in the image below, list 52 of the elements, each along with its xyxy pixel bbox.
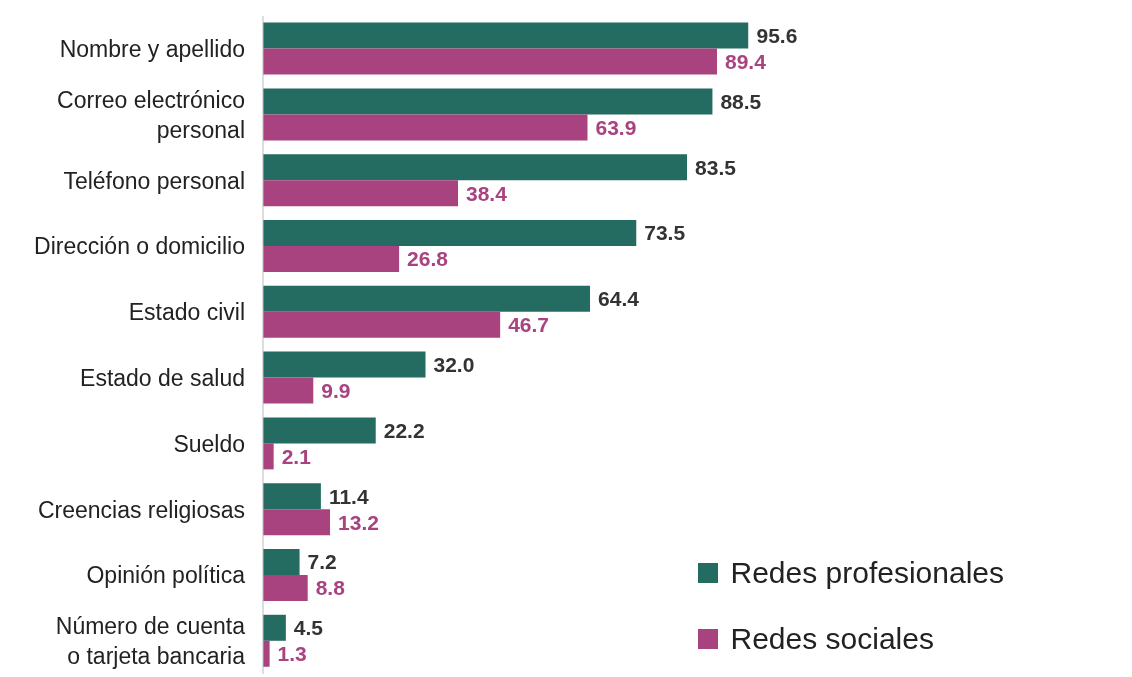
y-tick-label: Creencias religiosas (37, 496, 245, 523)
data-label: 13.2 (338, 510, 379, 534)
bar (263, 114, 588, 141)
data-label: 11.4 (328, 484, 369, 508)
bar (263, 417, 376, 444)
data-label: 95.6 (756, 24, 798, 48)
y-tick-label: Número de cuenta o tarjeta bancaria (55, 613, 246, 670)
bar (263, 509, 331, 536)
data-label: 7.2 (307, 550, 337, 574)
legend-label: Redes profesionales (730, 556, 1004, 590)
bar (263, 88, 713, 115)
data-label: 73.5 (644, 221, 686, 245)
bar (263, 351, 426, 378)
bar (263, 640, 270, 667)
bar (263, 22, 749, 49)
bar (263, 285, 591, 312)
legend-label: Redes sociales (730, 622, 934, 656)
data-label: 22.2 (383, 418, 425, 442)
y-tick-label: Dirección o domicilio (34, 233, 245, 260)
bar (263, 245, 400, 272)
bar (263, 311, 501, 338)
data-label: 32.0 (433, 353, 475, 377)
data-label: 88.5 (720, 89, 762, 113)
y-tick-label: Opinión política (86, 562, 246, 589)
bar (263, 548, 300, 575)
data-label: 38.4 (466, 181, 508, 205)
y-tick-label: Sueldo (173, 430, 245, 457)
data-label: 4.5 (293, 616, 324, 640)
data-label: 46.7 (508, 313, 550, 337)
data-label: 83.5 (695, 155, 737, 179)
bar (263, 377, 314, 404)
data-label: 63.9 (595, 115, 637, 139)
y-tick-label: Estado de salud (80, 364, 245, 391)
data-label: 1.3 (277, 642, 307, 666)
data-label: 26.8 (407, 247, 449, 271)
data-label: 89.4 (725, 50, 767, 74)
bar (263, 443, 274, 470)
bar (263, 614, 286, 641)
bar (263, 48, 717, 75)
data-label: 8.8 (315, 576, 346, 600)
y-tick-label: Estado civil (128, 299, 245, 326)
data-label: 2.1 (281, 444, 312, 468)
y-tick-label: Correo electrónico personal (57, 86, 245, 143)
bar (263, 219, 637, 246)
data-label: 9.9 (321, 379, 351, 403)
y-tick-label: Nombre y apellido (59, 35, 245, 62)
bar (263, 180, 459, 207)
y-tick-label: Teléfono personal (63, 167, 245, 194)
data-label: 64.4 (598, 287, 640, 311)
bar (263, 574, 308, 601)
bar (263, 154, 688, 181)
bar (263, 483, 321, 510)
